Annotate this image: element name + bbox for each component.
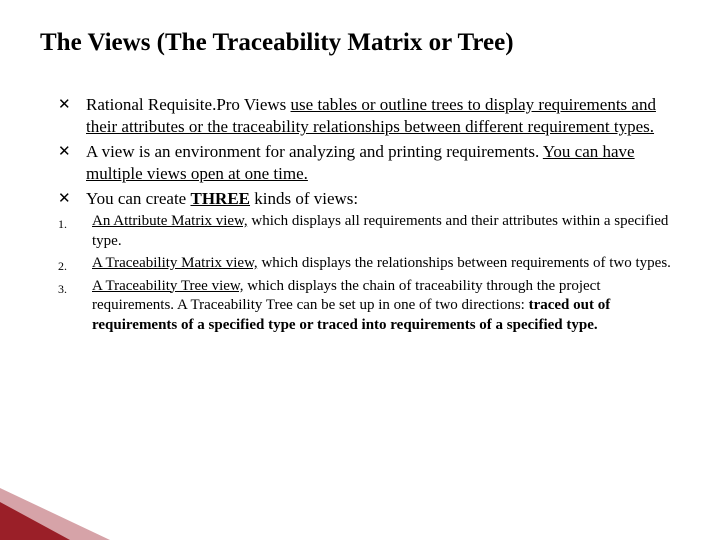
numbered-text: A Traceability Tree view, which displays… [86,277,680,336]
corner-accent-icon [0,480,110,540]
text-underline: An Attribute Matrix view, [92,213,248,229]
bullet-marker: ✕ [58,141,86,186]
slide-title: The Views (The Traceability Matrix or Tr… [40,28,680,58]
bullet-item: ✕ You can create THREE kinds of views: [58,188,680,210]
bullet-item: ✕ A view is an environment for analyzing… [58,141,680,186]
text-bold-underline: THREE [190,189,250,208]
text-underline: A Traceability Matrix view, [92,255,258,271]
text-plain: You can create [86,189,190,208]
bullet-item: ✕ Rational Requisite.Pro Views use table… [58,94,680,139]
bullet-marker: ✕ [58,188,86,210]
slide: The Views (The Traceability Matrix or Tr… [0,0,720,540]
bullet-marker: ✕ [58,94,86,139]
text-plain: A view is an environment for analyzing a… [86,142,543,161]
text-plain: kinds of views: [250,189,358,208]
numbered-item: 1. An Attribute Matrix view, which displ… [58,212,680,252]
bullet-text: Rational Requisite.Pro Views use tables … [86,94,680,139]
numbered-item: 3. A Traceability Tree view, which displ… [58,277,680,336]
number-marker: 1. [58,212,86,252]
bullet-text: A view is an environment for analyzing a… [86,141,680,186]
content-body: ✕ Rational Requisite.Pro Views use table… [40,94,680,336]
text-plain: which displays the relationships between… [258,255,671,271]
number-marker: 2. [58,254,86,275]
text-plain: Rational Requisite.Pro Views [86,95,291,114]
bullet-text: You can create THREE kinds of views: [86,188,680,210]
numbered-item: 2. A Traceability Matrix view, which dis… [58,254,680,275]
text-underline: A Traceability Tree view, [92,278,244,294]
numbered-text: A Traceability Matrix view, which displa… [86,254,680,275]
numbered-text: An Attribute Matrix view, which displays… [86,212,680,252]
number-marker: 3. [58,277,86,336]
